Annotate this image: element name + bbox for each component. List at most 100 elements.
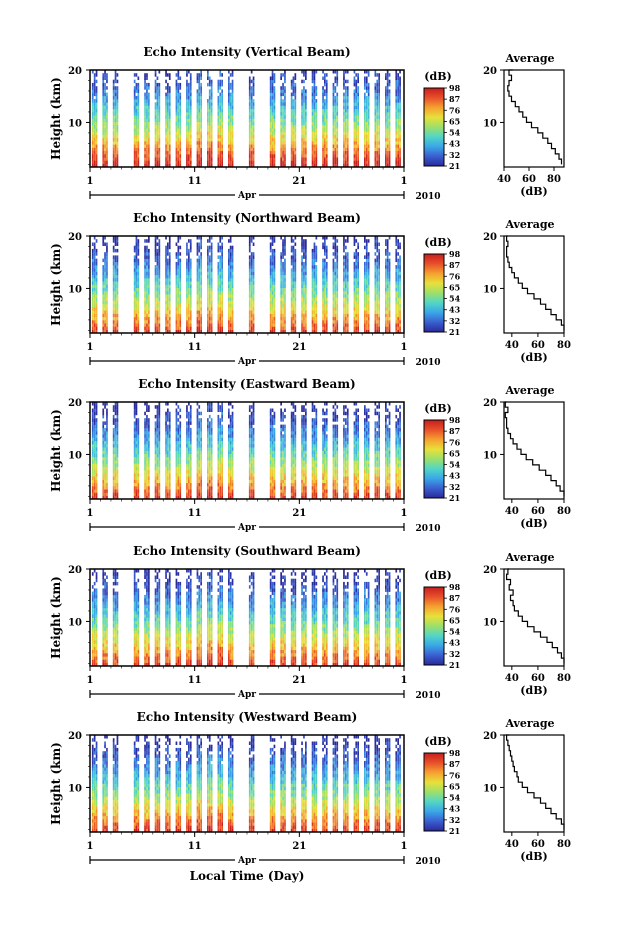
heatmap-cell [165,134,167,139]
heatmap-cell [364,326,366,330]
heatmap-cell [343,261,345,266]
heatmap-cell [144,300,146,305]
heatmap-cell [365,137,368,142]
heatmap-cell [395,141,398,145]
heatmap-cell [386,313,389,318]
heatmap-cell [355,125,358,129]
heatmap-cell [292,239,295,243]
heatmap-cell [271,92,274,97]
heatmap-cell [280,316,282,321]
heatmap-cell [179,284,182,288]
heatmap-cell [229,265,232,269]
heatmap-cell [280,99,282,103]
heatmap-cell [303,287,305,292]
heatmap-cell [294,141,297,145]
heatmap-cell [315,300,318,305]
heatmap-cell [95,261,98,266]
heatmap-cell [290,115,293,119]
heatmap-cell [399,79,401,84]
heatmap-cell [324,137,326,142]
heatmap-cell [385,95,387,100]
heatmap-cell [106,92,108,97]
heatmap-cell [269,268,272,272]
heatmap-cell [332,287,335,292]
heatmap-cell [386,281,389,285]
heatmap-cell [112,418,115,422]
heatmap-cell [315,112,318,116]
heatmap-cell [284,99,286,103]
heatmap-cell [158,258,161,263]
heatmap-cell [313,131,316,135]
heatmap-cell [200,252,202,256]
heatmap-cell [210,303,213,308]
heatmap-cell [137,287,140,292]
heatmap-cell [114,427,117,432]
heatmap-cell [210,316,213,321]
heatmap-cell [305,70,307,74]
heatmap-cell [325,147,328,152]
heatmap-cell [91,150,94,155]
heatmap-cell [376,248,379,253]
heatmap-cell [311,284,314,288]
heatmap-cell [112,125,115,129]
heatmap-cell [292,316,295,321]
heatmap-cell [374,121,377,126]
heatmap-cell [353,297,356,301]
heatmap-cell [112,476,115,480]
heatmap-cell [168,258,171,263]
heatmap-cell [210,287,213,292]
heatmap-cell [378,291,380,295]
heatmap-cell [167,73,169,77]
heatmap-cell [386,329,389,334]
heatmap-cell [208,297,211,301]
heatmap-cell [144,245,146,250]
heatmap-cell [284,163,286,168]
heatmap-cell [144,163,146,168]
heatmap-cell [374,144,377,148]
heatmap-cell [228,70,230,74]
heatmap-cell [303,112,305,116]
heatmap-cell [210,242,213,246]
heatmap-cell [305,300,307,305]
heatmap-cell [104,323,106,327]
heatmap-cell [189,76,192,80]
heatmap-cell [188,281,190,285]
heatmap-cell [271,137,274,142]
heatmap-cell [311,102,314,106]
heatmap-cell [376,125,379,129]
heatmap-cell [365,163,368,168]
heatmap-cell [397,300,399,305]
heatmap-cell [91,242,94,246]
heatmap-cell [175,265,178,269]
heatmap-cell [345,323,347,327]
heatmap-cell [229,92,232,97]
heatmap-cell [322,115,324,119]
heatmap-cell [367,268,370,272]
heatmap-cell [292,329,295,334]
heatmap-cell [322,102,324,106]
heatmap-cell [395,265,398,269]
heatmap-cell [228,76,230,80]
heatmap-cell [313,115,316,119]
heatmap-cell [179,303,182,308]
heatmap-cell [137,268,140,272]
heatmap-cell [269,274,272,279]
heatmap-cell [284,310,286,314]
heatmap-cell [294,73,297,77]
heatmap-cell [112,316,115,321]
heatmap-cell [250,310,253,314]
heatmap-cell [154,141,157,145]
heatmap-cell [357,73,359,77]
colorbar-title: (dB) [424,236,451,249]
heatmap-cell [301,154,303,158]
heatmap-cell [116,248,119,253]
heatmap-cell [135,402,138,406]
heatmap-cell [156,147,159,152]
heatmap-cell [231,128,234,132]
heatmap-cell [364,121,366,126]
heatmap-cell [374,128,377,132]
heatmap-cell [273,95,276,100]
heatmap-cell [353,320,356,324]
heatmap-cell [217,125,220,129]
heatmap-cell [311,294,314,298]
